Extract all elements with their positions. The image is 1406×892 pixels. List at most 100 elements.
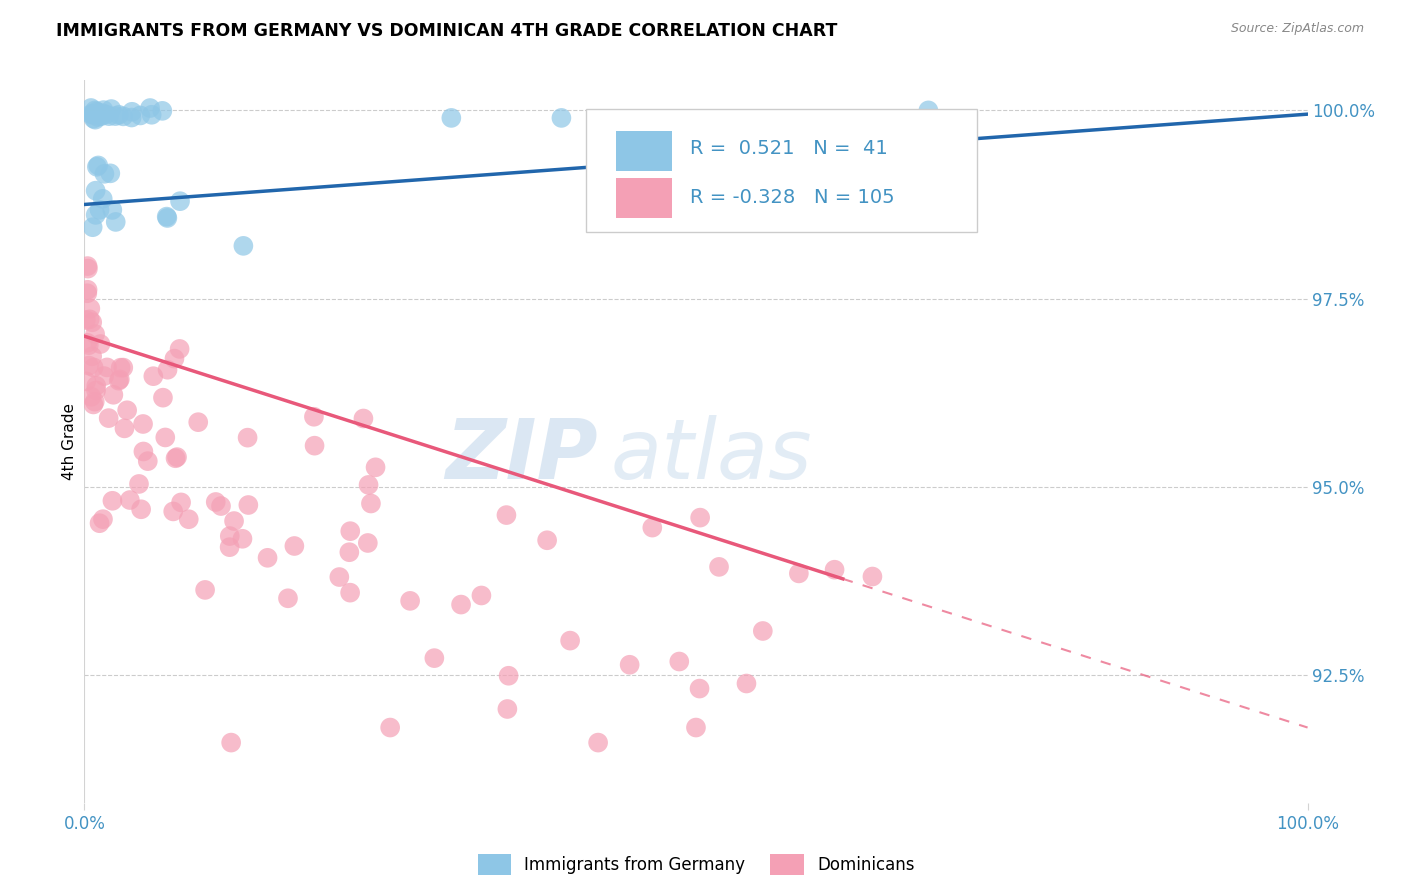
Point — [187, 415, 209, 429]
Point — [128, 477, 150, 491]
Point — [162, 504, 184, 518]
Point — [110, 360, 132, 375]
Point — [93, 369, 115, 384]
Point — [118, 493, 141, 508]
Point — [84, 378, 107, 392]
Point — [218, 529, 240, 543]
Point — [236, 431, 259, 445]
Point — [219, 736, 242, 750]
Point — [75, 375, 97, 389]
Point — [112, 109, 135, 123]
Point — [209, 499, 232, 513]
Point — [707, 560, 730, 574]
Text: ZIP: ZIP — [446, 416, 598, 497]
Point — [89, 516, 111, 531]
Point — [752, 624, 775, 638]
Point — [112, 360, 135, 375]
Point — [84, 208, 107, 222]
Point — [96, 360, 118, 375]
Point — [163, 351, 186, 366]
Point — [141, 108, 163, 122]
Point — [87, 110, 110, 124]
Point — [470, 589, 492, 603]
Point — [165, 451, 187, 466]
Point — [76, 286, 98, 301]
Point — [194, 582, 217, 597]
Point — [75, 313, 97, 327]
Point — [98, 109, 121, 123]
Text: R = -0.328   N = 105: R = -0.328 N = 105 — [690, 188, 894, 207]
Point — [304, 439, 326, 453]
Point — [129, 108, 152, 122]
Point — [77, 261, 100, 276]
Point — [536, 533, 558, 548]
Point — [685, 721, 707, 735]
Point — [82, 315, 104, 329]
Point — [357, 536, 380, 550]
Point — [80, 101, 103, 115]
Point — [139, 101, 162, 115]
Point — [142, 369, 165, 384]
Point — [152, 391, 174, 405]
Point — [93, 103, 115, 117]
Point — [79, 312, 101, 326]
Point — [337, 545, 360, 559]
Text: IMMIGRANTS FROM GERMANY VS DOMINICAN 4TH GRADE CORRELATION CHART: IMMIGRANTS FROM GERMANY VS DOMINICAN 4TH… — [56, 22, 838, 40]
Point — [862, 569, 884, 583]
Point — [101, 202, 124, 217]
Point — [90, 106, 112, 120]
Legend: Immigrants from Germany, Dominicans: Immigrants from Germany, Dominicans — [471, 847, 921, 881]
Point — [82, 349, 104, 363]
Point — [399, 594, 422, 608]
Point — [231, 532, 253, 546]
Point — [169, 194, 191, 209]
Point — [83, 394, 105, 409]
Point — [84, 326, 107, 341]
Point — [98, 166, 121, 180]
Point — [824, 563, 846, 577]
Point — [104, 215, 127, 229]
Text: R =  0.521   N =  41: R = 0.521 N = 41 — [690, 139, 887, 159]
Point — [218, 540, 240, 554]
Point — [156, 211, 179, 225]
Point — [917, 103, 939, 118]
Text: Source: ZipAtlas.com: Source: ZipAtlas.com — [1230, 22, 1364, 36]
Point — [169, 342, 191, 356]
FancyBboxPatch shape — [616, 178, 672, 218]
Point — [496, 702, 519, 716]
Point — [77, 338, 100, 352]
Point — [155, 430, 177, 444]
Point — [114, 421, 136, 435]
Point — [440, 111, 463, 125]
Point — [121, 111, 143, 125]
Point — [360, 496, 382, 510]
Point — [132, 444, 155, 458]
Point — [89, 337, 111, 351]
Point — [132, 417, 155, 431]
Point — [668, 655, 690, 669]
Point — [91, 192, 114, 206]
Point — [129, 502, 152, 516]
Point — [115, 403, 138, 417]
Point — [735, 676, 758, 690]
Point — [87, 158, 110, 172]
Point — [339, 585, 361, 599]
Point — [498, 669, 520, 683]
Point — [94, 107, 117, 121]
Point — [84, 384, 107, 398]
Point — [283, 539, 305, 553]
Point — [156, 210, 179, 224]
Point — [170, 495, 193, 509]
Point — [339, 524, 361, 538]
Point — [689, 510, 711, 524]
Point — [89, 202, 111, 217]
Point — [302, 409, 325, 424]
Point — [689, 681, 711, 696]
Point — [550, 111, 572, 125]
Point — [93, 167, 115, 181]
Point — [277, 591, 299, 606]
Point — [357, 478, 380, 492]
Point — [380, 721, 402, 735]
Point — [83, 112, 105, 126]
Point — [423, 651, 446, 665]
